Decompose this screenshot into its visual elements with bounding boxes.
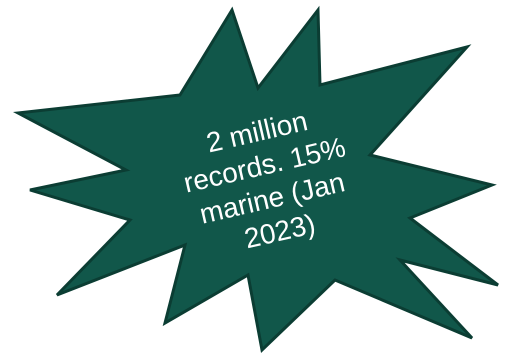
starburst-shape (12, 5, 499, 354)
